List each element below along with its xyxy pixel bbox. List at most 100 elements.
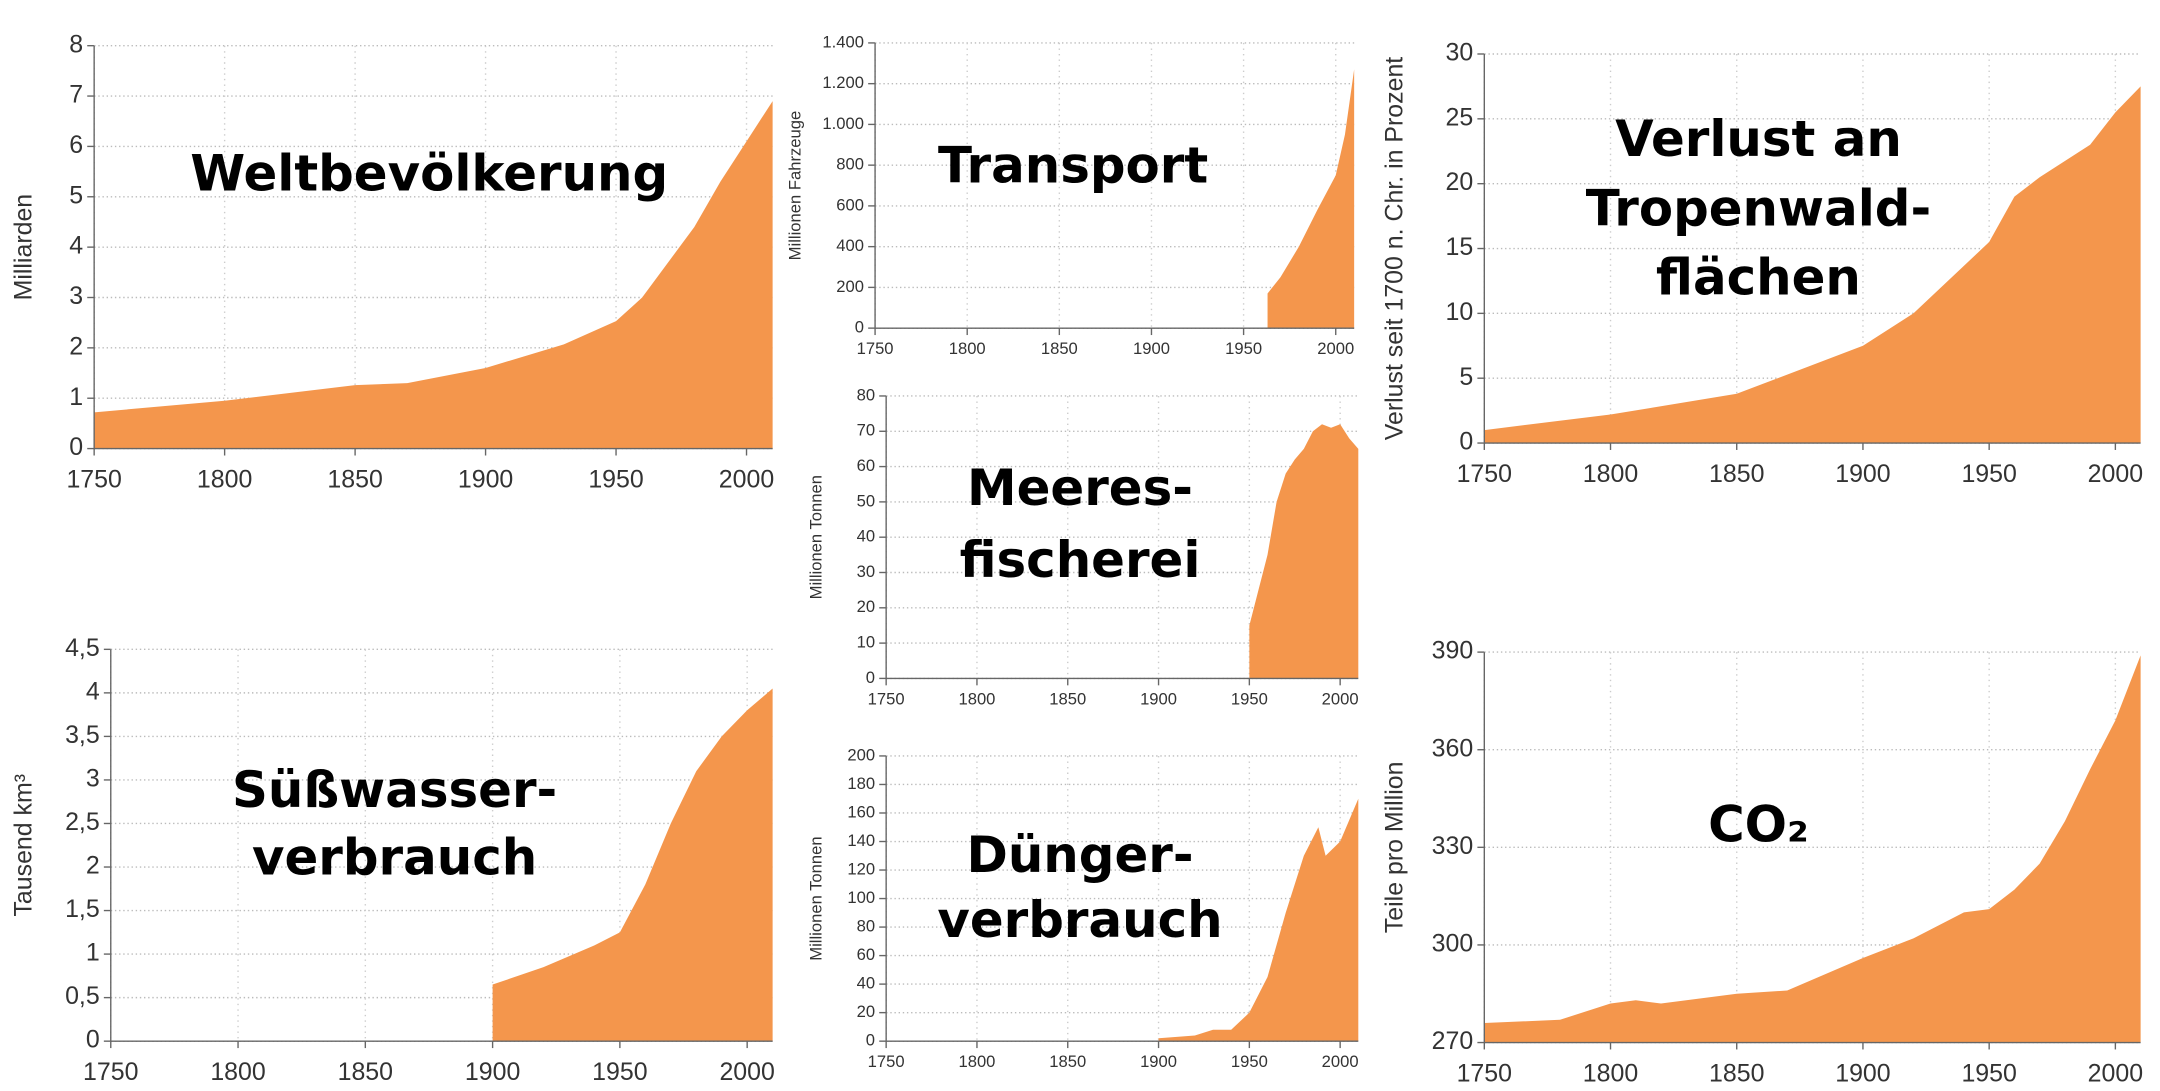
x-tick-label: 1900 — [1140, 689, 1177, 708]
y-axis-label: Verlust seit 1700 n. Chr. in Prozent — [1380, 57, 1408, 441]
y-tick-label: 2,5 — [65, 808, 100, 836]
x-tick-label: 1900 — [1835, 460, 1890, 488]
chart-title: Tropenwald- — [1586, 179, 1931, 237]
chart: 270 300 330 360 390 1750 1800 1850 1900 1950 2000 T… — [1380, 637, 2143, 1088]
x-tick-label: 1800 — [958, 1052, 995, 1071]
y-tick-label: 0 — [866, 1031, 875, 1050]
x-tick-label: 2000 — [719, 1058, 774, 1086]
y-tick-label: 30 — [857, 562, 875, 581]
y-tick-label: 0,5 — [65, 982, 100, 1010]
x-tick-label: 2000 — [1317, 339, 1354, 358]
y-tick-label: 40 — [857, 527, 875, 546]
x-tick-label: 1850 — [338, 1058, 393, 1086]
chart-title: Transport — [938, 136, 1208, 194]
chart: 0 0,5 1 1,5 2 2,5 3 3,5 4 4,5 1750 1800 1850 1900 1950… — [10, 634, 775, 1086]
chart: 0 1 2 3 4 5 6 7 8 1750 1800 1850 1900 1950 2000 Milliar… — [10, 30, 775, 493]
y-tick-label: 1.400 — [822, 32, 864, 51]
x-tick-label: 1900 — [1835, 1060, 1890, 1088]
area — [1484, 655, 2141, 1043]
y-tick-label: 25 — [1446, 103, 1474, 131]
y-tick-label: 1 — [69, 383, 83, 411]
y-tick-label: 140 — [847, 831, 875, 850]
y-tick-label: 70 — [857, 421, 875, 440]
chart-title: CO₂ — [1708, 795, 1809, 853]
y-tick-label: 8 — [69, 30, 83, 58]
y-tick-label: 600 — [836, 195, 864, 214]
chart-title: verbrauch — [937, 891, 1222, 949]
y-tick-label: 800 — [836, 155, 864, 174]
x-tick-label: 1950 — [592, 1058, 647, 1086]
y-tick-label: 20 — [857, 1002, 875, 1021]
x-tick-label: 1750 — [1457, 1060, 1512, 1088]
x-tick-label: 1900 — [465, 1058, 520, 1086]
y-tick-label: 40 — [857, 974, 875, 993]
area — [1249, 424, 1359, 679]
x-tick-label: 1950 — [1231, 1052, 1268, 1071]
y-axis-label: Milliarden — [10, 194, 38, 301]
x-tick-label: 1850 — [1709, 460, 1764, 488]
y-tick-label: 5 — [69, 181, 83, 209]
x-tick-label: 1800 — [197, 466, 252, 494]
x-tick-label: 1800 — [958, 689, 995, 708]
x-tick-label: 2000 — [2088, 1060, 2143, 1088]
area — [1267, 69, 1355, 329]
area — [1158, 798, 1359, 1042]
y-tick-label: 2 — [86, 852, 100, 880]
y-axis-label: Teile pro Million — [1380, 761, 1408, 933]
y-tick-label: 0 — [855, 318, 864, 337]
x-tick-label: 1800 — [1583, 460, 1638, 488]
y-axis-label: Millionen Tonnen — [806, 475, 825, 599]
y-tick-label: 80 — [857, 385, 875, 404]
x-tick-label: 1800 — [210, 1058, 265, 1086]
y-axis-label: Millionen Tonnen — [806, 836, 825, 960]
x-tick-label: 1850 — [1041, 339, 1078, 358]
y-tick-label: 180 — [847, 774, 875, 793]
x-tick-label: 2000 — [719, 466, 774, 494]
x-tick-label: 1750 — [66, 466, 121, 494]
x-tick-label: 1800 — [949, 339, 986, 358]
chart: 0 5 10 15 20 25 30 1750 1800 1850 1900 1950 2000 Verl… — [1380, 39, 2143, 488]
y-axis-label: Millionen Fahrzeuge — [786, 111, 805, 261]
y-tick-label: 1.000 — [822, 114, 864, 133]
y-tick-label: 200 — [847, 745, 875, 764]
y-tick-label: 4 — [69, 232, 83, 260]
x-tick-label: 1850 — [1709, 1060, 1764, 1088]
y-tick-label: 3 — [69, 282, 83, 310]
y-tick-label: 6 — [69, 131, 83, 159]
y-tick-label: 200 — [836, 277, 864, 296]
x-tick-label: 1750 — [1457, 460, 1512, 488]
y-tick-label: 10 — [1446, 298, 1474, 326]
y-tick-label: 30 — [1446, 39, 1474, 67]
chart: 0 10 20 30 40 50 60 70 80 1750 1800 1850 1900 1950 200… — [806, 385, 1358, 708]
y-tick-label: 5 — [1459, 363, 1473, 391]
x-tick-label: 1850 — [1049, 689, 1086, 708]
chart: 0 200 400 600 800 1.000 1.200 1.400 1750 1800 1850… — [786, 32, 1355, 358]
y-axis-label: Tausend km³ — [10, 774, 38, 917]
chart-title: Weltbevölkerung — [190, 145, 668, 203]
chart-title: verbrauch — [252, 829, 537, 887]
chart-title: Dünger- — [966, 826, 1193, 884]
y-tick-label: 300 — [1432, 930, 1474, 958]
x-tick-label: 1950 — [1231, 689, 1268, 708]
x-tick-label: 1750 — [868, 1052, 905, 1071]
y-tick-label: 60 — [857, 456, 875, 475]
y-tick-label: 2 — [69, 332, 83, 360]
area — [492, 688, 773, 1042]
x-tick-label: 1850 — [1049, 1052, 1086, 1071]
chart-title: Verlust an — [1615, 110, 1902, 168]
y-tick-label: 0 — [1459, 428, 1473, 456]
y-tick-label: 1.200 — [822, 73, 864, 92]
x-tick-label: 1900 — [458, 466, 513, 494]
chart-title: flächen — [1656, 249, 1861, 307]
y-tick-label: 80 — [857, 916, 875, 935]
chart-title: Süßwasser- — [232, 761, 557, 819]
y-tick-label: 4,5 — [65, 634, 100, 662]
y-tick-label: 360 — [1432, 734, 1474, 762]
y-tick-label: 330 — [1432, 832, 1474, 860]
area — [94, 101, 773, 449]
x-tick-label: 1800 — [1583, 1060, 1638, 1088]
y-tick-label: 10 — [857, 632, 875, 651]
x-tick-label: 2000 — [1322, 1052, 1359, 1071]
y-tick-label: 50 — [857, 491, 875, 510]
